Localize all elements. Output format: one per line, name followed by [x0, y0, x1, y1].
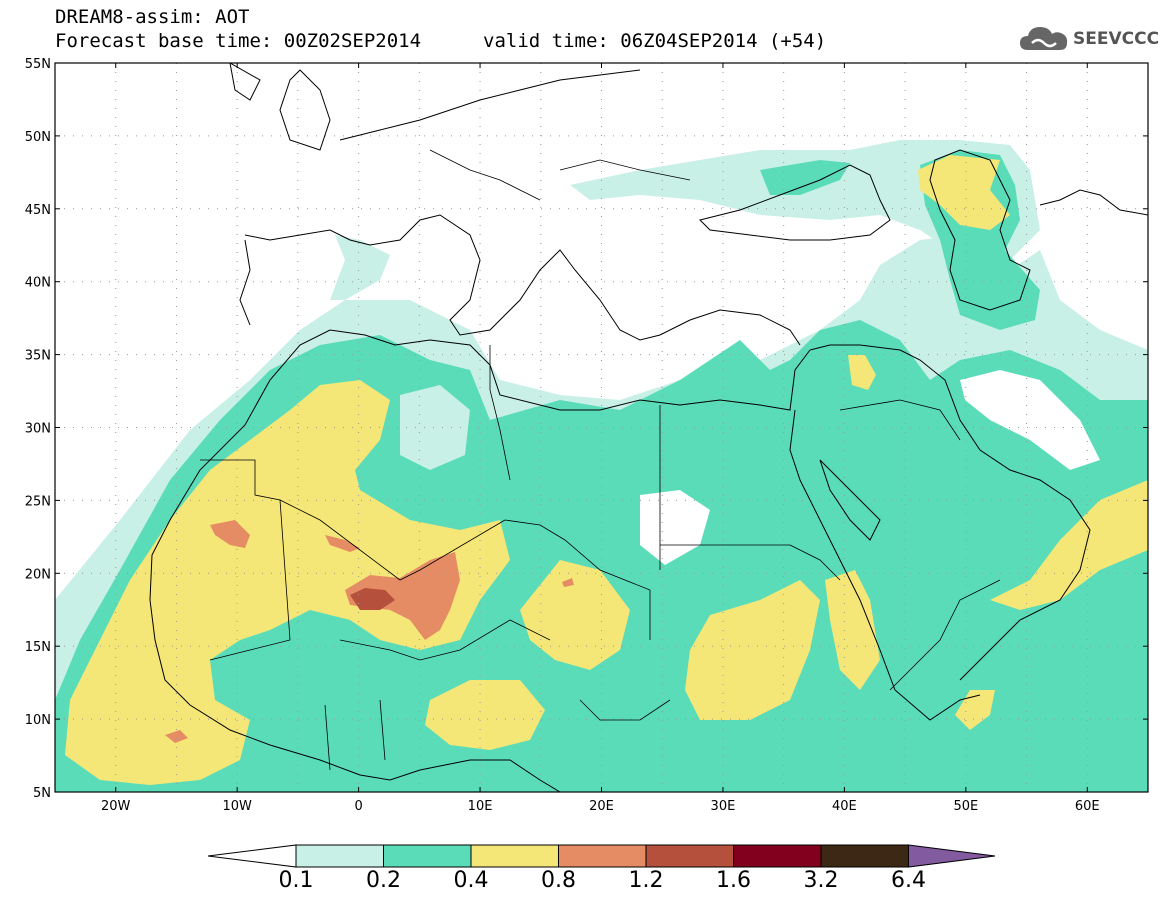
lat-tick-label: 25N	[25, 494, 51, 509]
lat-tick-label: 40N	[25, 276, 51, 291]
colorbar[interactable]	[207, 844, 996, 868]
country-borders	[200, 149, 1001, 771]
aot-field-0.8-chad	[562, 578, 574, 587]
lon-tick-label: 50E	[953, 799, 978, 814]
colorbar-segment	[558, 844, 647, 868]
longitude-ticks: 20W 10W 0 10E 20E 30E 40E 50E 60E	[101, 63, 1100, 814]
aot-field-0.4-oman	[990, 480, 1148, 610]
lat-tick-label: 50N	[25, 130, 51, 145]
coastlines	[149, 63, 1148, 792]
logo-text: SEEVCCC	[1073, 29, 1160, 49]
lat-tick-label: 20N	[25, 567, 51, 582]
lat-tick-label: 5N	[33, 786, 51, 801]
aot-field-0.8-mauritania	[210, 520, 250, 548]
aot-field-0.8-algeria	[325, 535, 360, 552]
aot-field-0.4-yemen	[955, 690, 995, 730]
aot-field-0.4-west	[65, 380, 510, 785]
colorbar-label: 6.4	[891, 868, 926, 893]
colorbar-label: 3.2	[803, 868, 839, 893]
lon-tick-label: 10W	[222, 799, 252, 814]
colorbar-segment	[470, 844, 559, 868]
seevccc-logo: SEEVCCC	[1018, 22, 1160, 60]
colorbar-over-arrow	[908, 844, 996, 868]
colorbar-segment	[645, 844, 734, 868]
colorbar-label: 0.8	[541, 868, 576, 893]
lat-tick-label: 15N	[25, 640, 51, 655]
lon-tick-label: 20W	[101, 799, 131, 814]
aot-field-0.8-mali	[345, 552, 460, 640]
map-title: DREAM8-assim: AOT	[55, 6, 250, 28]
colorbar-segment	[383, 844, 472, 868]
valid-time: valid time: 06Z04SEP2014 (+54)	[483, 30, 827, 52]
lon-tick-label: 40E	[832, 799, 857, 814]
aot-field-1.2-mali	[350, 588, 395, 610]
aot-field-0.4-nigeria	[425, 680, 545, 750]
lon-tick-label: 60E	[1075, 799, 1100, 814]
colorbar-label: 0.4	[453, 868, 489, 893]
colorbar-label: 1.2	[628, 868, 664, 893]
clean-air-algeria	[400, 385, 470, 470]
colorbar-under-arrow	[207, 844, 297, 868]
cloud-icon	[1020, 27, 1068, 50]
lon-tick-label: 0	[354, 799, 362, 814]
aot-field-0.8-guinea	[165, 730, 188, 743]
lat-tick-label: 55N	[25, 57, 51, 72]
aot-field-0.2-blacksea	[760, 160, 850, 195]
lat-tick-label: 10N	[25, 713, 51, 728]
lat-tick-label: 45N	[25, 203, 51, 218]
clean-air-sahara-east	[640, 490, 710, 565]
clean-air-iran	[960, 370, 1100, 470]
colorbar-segment	[820, 844, 909, 868]
colorbar-label: 1.6	[716, 868, 751, 893]
colorbar-label: 0.1	[278, 868, 314, 893]
lat-tick-label: 30N	[25, 422, 51, 437]
aot-field-0.4-chad	[520, 560, 630, 670]
colorbar-segment	[733, 844, 822, 868]
lon-tick-label: 10E	[468, 799, 493, 814]
forecast-base-time: Forecast base time: 00Z02SEP2014	[55, 30, 422, 52]
latitude-ticks: 55N 50N 45N 40N 35N 30N 25N 20N 15N 10N 5N	[25, 57, 1148, 801]
aot-field-0.4-iraq	[848, 355, 876, 390]
colorbar-label: 0.2	[366, 868, 401, 893]
aot-field-0.4-sudan	[685, 580, 820, 720]
lon-tick-label: 30E	[711, 799, 736, 814]
aot-field-0.4-eritrea	[825, 570, 880, 690]
lat-tick-label: 35N	[25, 349, 51, 364]
colorbar-segment	[295, 844, 384, 868]
lon-tick-label: 20E	[589, 799, 614, 814]
aot-field-0.4-caspian	[918, 155, 1010, 230]
